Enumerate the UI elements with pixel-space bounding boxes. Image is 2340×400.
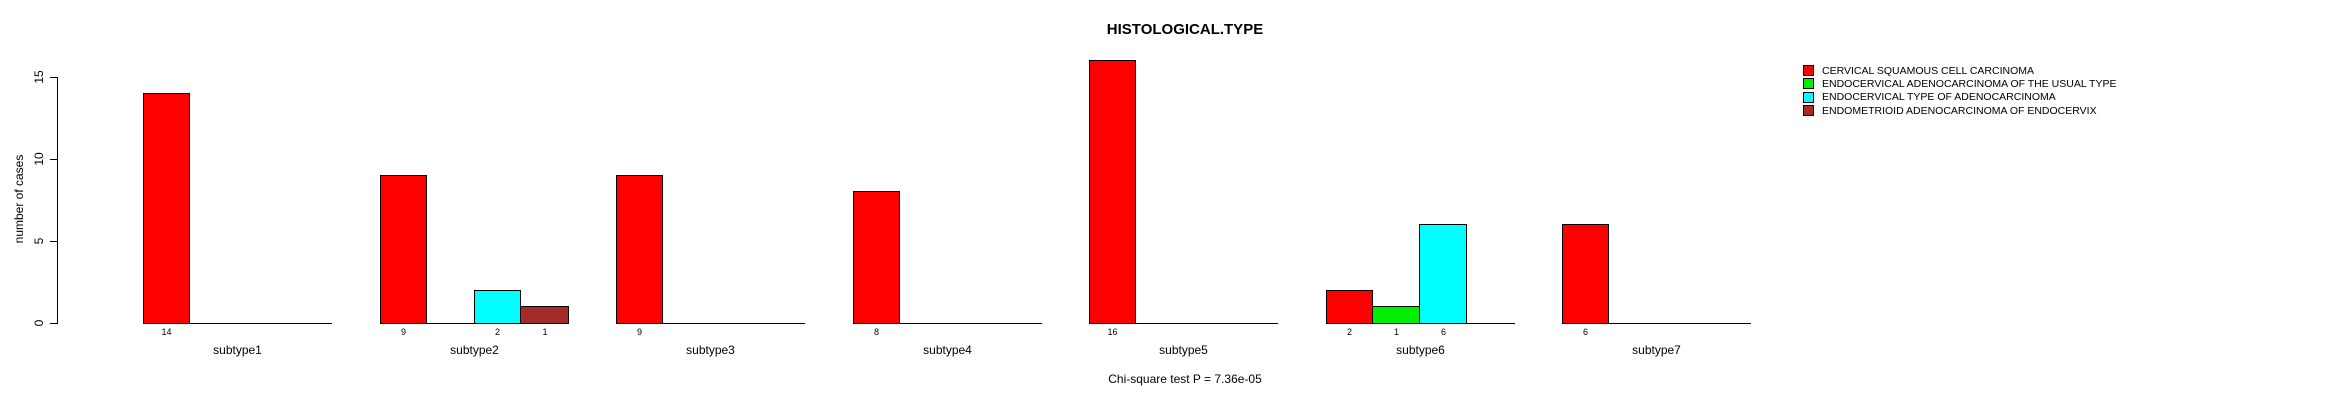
category-label-subtype4: subtype4 xyxy=(923,343,972,357)
legend: CERVICAL SQUAMOUS CELL CARCINOMA ENDOCERV… xyxy=(1803,64,2116,117)
category-label-subtype6: subtype6 xyxy=(1396,343,1445,357)
category-label-subtype5: subtype5 xyxy=(1159,343,1208,357)
legend-row-1: CERVICAL SQUAMOUS CELL CARCINOMA xyxy=(1803,64,2116,77)
legend-label: CERVICAL SQUAMOUS CELL CARCINOMA xyxy=(1822,64,2034,77)
bar-value-label: 6 xyxy=(1582,327,1589,337)
bar-subtype3-series1 xyxy=(616,175,663,324)
bar-value-label: 6 xyxy=(1440,327,1447,337)
y-axis-title: number of cases xyxy=(12,154,26,244)
bar-subtype5-series1 xyxy=(1089,60,1136,324)
y-tick-label: 15 xyxy=(32,70,46,84)
legend-label: ENDOCERVICAL TYPE OF ADENOCARCINOMA xyxy=(1822,91,2056,104)
bar-value-label: 2 xyxy=(1346,327,1353,337)
bar-subtype6-series3 xyxy=(1419,224,1467,324)
legend-label: ENDOCERVICAL ADENOCARCINOMA OF THE USUAL… xyxy=(1822,77,2117,90)
bar-value-label: 9 xyxy=(400,327,407,337)
legend-swatch-icon xyxy=(1803,78,1814,90)
legend-row-4: ENDOMETRIOID ADENOCARCINOMA OF ENDOCERVI… xyxy=(1803,104,2116,117)
chi-square-footnote: Chi-square test P = 7.36e-05 xyxy=(1108,372,1262,386)
bar-value-label: 9 xyxy=(636,327,643,337)
y-tick-mark xyxy=(50,323,57,324)
y-tick-mark xyxy=(50,241,57,242)
y-axis-line xyxy=(57,77,58,324)
legend-label: ENDOMETRIOID ADENOCARCINOMA OF ENDOCERVI… xyxy=(1822,104,2097,117)
category-label-subtype2: subtype2 xyxy=(450,343,499,357)
category-label-subtype7: subtype7 xyxy=(1632,343,1681,357)
bar-subtype6-series1 xyxy=(1326,290,1373,324)
bar-subtype4-series1 xyxy=(853,191,900,324)
y-tick-label: 0 xyxy=(32,319,46,327)
bar-subtype7-series1 xyxy=(1562,224,1609,324)
bar-value-label: 14 xyxy=(161,327,172,337)
group-baseline xyxy=(1089,323,1278,324)
legend-swatch-icon xyxy=(1803,91,1814,103)
group-baseline xyxy=(1562,323,1751,324)
group-baseline xyxy=(143,323,332,324)
legend-row-3: ENDOCERVICAL TYPE OF ADENOCARCINOMA xyxy=(1803,91,2116,104)
bar-subtype2-series3 xyxy=(474,290,521,324)
bar-value-label: 1 xyxy=(1393,327,1400,337)
y-tick-mark xyxy=(50,159,57,160)
bar-value-label: 2 xyxy=(494,327,501,337)
bar-value-label: 8 xyxy=(873,327,880,337)
y-tick-label: 10 xyxy=(32,152,46,166)
legend-swatch-icon xyxy=(1803,105,1814,117)
category-label-subtype3: subtype3 xyxy=(686,343,735,357)
group-baseline xyxy=(853,323,1042,324)
chart-title: HISTOLOGICAL.TYPE xyxy=(1106,21,1264,38)
category-label-subtype1: subtype1 xyxy=(213,343,262,357)
bar-subtype1-series1 xyxy=(143,93,190,324)
y-tick-label: 5 xyxy=(32,237,46,245)
y-tick-mark xyxy=(50,77,57,78)
bar-subtype6-series2 xyxy=(1372,306,1420,324)
bar-value-label: 1 xyxy=(542,327,548,337)
group-baseline xyxy=(616,323,805,324)
legend-swatch-icon xyxy=(1803,65,1814,77)
legend-row-2: ENDOCERVICAL ADENOCARCINOMA OF THE USUAL… xyxy=(1803,77,2116,90)
bar-subtype2-series4 xyxy=(520,306,569,324)
bar-subtype2-series1 xyxy=(380,175,427,324)
bar-value-label: 16 xyxy=(1107,327,1118,337)
